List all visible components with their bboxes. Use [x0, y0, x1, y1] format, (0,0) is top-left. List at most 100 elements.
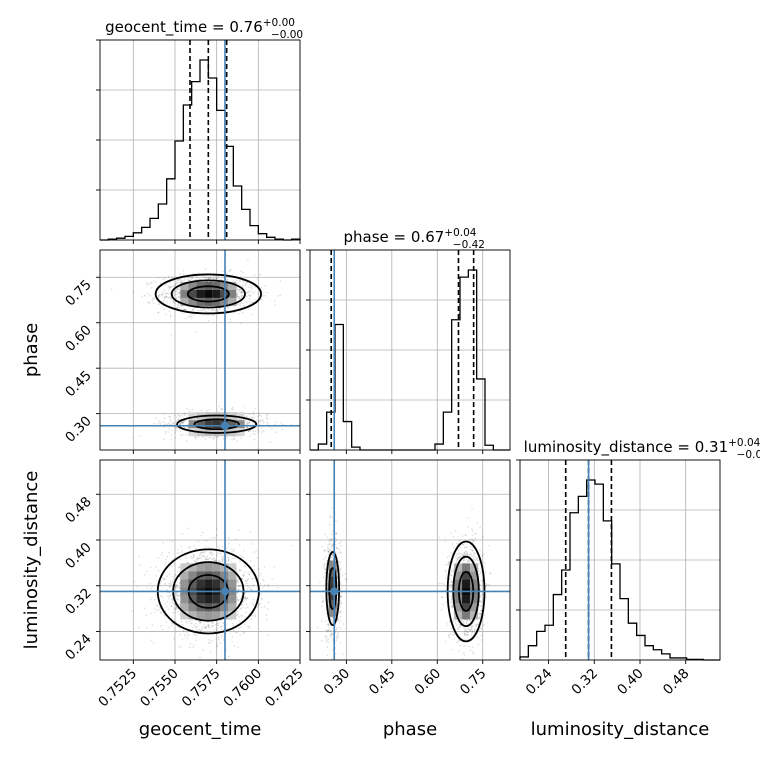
sample-point: [479, 526, 482, 528]
sample-point: [159, 582, 162, 584]
sample-point: [157, 423, 159, 425]
sample-point: [148, 283, 150, 285]
sample-point: [205, 625, 207, 628]
sample-point: [341, 653, 344, 655]
sample-point: [229, 632, 231, 635]
sample-point: [249, 560, 252, 562]
sample-point: [246, 422, 249, 424]
sample-point: [244, 407, 246, 409]
density-cell: [228, 563, 237, 572]
sample-point: [195, 276, 198, 278]
sample-point: [444, 540, 447, 542]
sample-point: [189, 315, 192, 318]
sample-point: [322, 600, 324, 602]
sample-point: [163, 426, 165, 429]
sample-point: [231, 557, 234, 560]
sample-point: [445, 601, 448, 604]
sample-point: [254, 286, 256, 288]
sample-point: [471, 508, 473, 510]
sample-point: [151, 282, 153, 284]
sample-point: [246, 579, 248, 582]
sample-point: [328, 624, 331, 627]
sample-point: [158, 609, 160, 611]
sample-point: [189, 546, 191, 548]
sample-point: [336, 637, 339, 639]
sample-point: [327, 576, 330, 579]
sample-point: [169, 297, 172, 300]
sample-point: [220, 310, 222, 313]
sample-point: [267, 634, 270, 636]
sample-point: [158, 294, 160, 297]
sample-point: [175, 592, 178, 595]
sample-point: [175, 297, 178, 300]
sample-point: [238, 529, 240, 531]
sample-point: [448, 621, 451, 623]
sample-point: [175, 585, 177, 588]
sample-point: [196, 557, 199, 559]
sample-point: [173, 289, 176, 292]
sample-point: [181, 421, 184, 424]
sample-point: [252, 615, 254, 617]
sample-point: [175, 280, 178, 282]
density-cell: [188, 297, 197, 306]
sample-point: [236, 294, 239, 297]
sample-point: [266, 421, 268, 424]
sample-point: [202, 531, 204, 534]
sample-point: [480, 634, 483, 637]
sample-point: [327, 623, 330, 626]
sample-point: [251, 618, 253, 621]
sample-point: [262, 421, 265, 424]
sample-point: [241, 577, 243, 580]
density-cell: [212, 611, 221, 620]
sample-point: [236, 614, 239, 616]
sample-point: [339, 569, 341, 571]
sample-point: [155, 593, 157, 596]
sample-point: [186, 407, 188, 410]
sample-point: [216, 277, 219, 280]
sample-point: [452, 620, 455, 622]
sample-point: [160, 611, 163, 614]
sample-point: [458, 554, 461, 556]
sample-point: [212, 558, 215, 560]
sample-point: [192, 553, 195, 556]
sample-point: [324, 572, 327, 575]
sample-point: [274, 423, 276, 426]
sample-point: [337, 635, 339, 638]
sample-point: [450, 572, 452, 574]
sample-point: [453, 633, 456, 636]
sample-point: [177, 414, 180, 417]
sample-point: [247, 423, 250, 425]
sample-point: [160, 580, 163, 582]
sample-point: [449, 573, 452, 576]
sample-point: [196, 558, 198, 561]
sample-point: [181, 638, 184, 641]
sample-point: [273, 566, 276, 568]
sample-point: [267, 601, 270, 604]
panel-grid: [310, 249, 510, 450]
sample-point: [232, 408, 234, 411]
sample-point: [474, 558, 476, 561]
sample-point: [330, 634, 333, 636]
sample-point: [169, 595, 172, 597]
sample-point: [208, 436, 211, 439]
sample-point: [465, 553, 468, 556]
sample-point: [187, 423, 189, 426]
sample-point: [239, 607, 242, 609]
sample-point: [190, 314, 192, 317]
sample-point: [335, 653, 337, 655]
sample-point: [240, 437, 242, 440]
sample-point: [461, 553, 463, 555]
sample-point: [211, 622, 214, 624]
sample-point: [330, 538, 332, 541]
sample-point: [205, 558, 208, 561]
sample-point: [219, 308, 222, 310]
sample-point: [241, 290, 243, 293]
sample-point: [258, 568, 260, 570]
sample-point: [172, 623, 175, 625]
sample-point: [179, 423, 182, 425]
density-cell: [228, 297, 237, 306]
sample-point: [471, 541, 474, 543]
sample-point: [241, 604, 243, 606]
sample-point: [209, 277, 212, 280]
sample-point: [324, 571, 327, 574]
